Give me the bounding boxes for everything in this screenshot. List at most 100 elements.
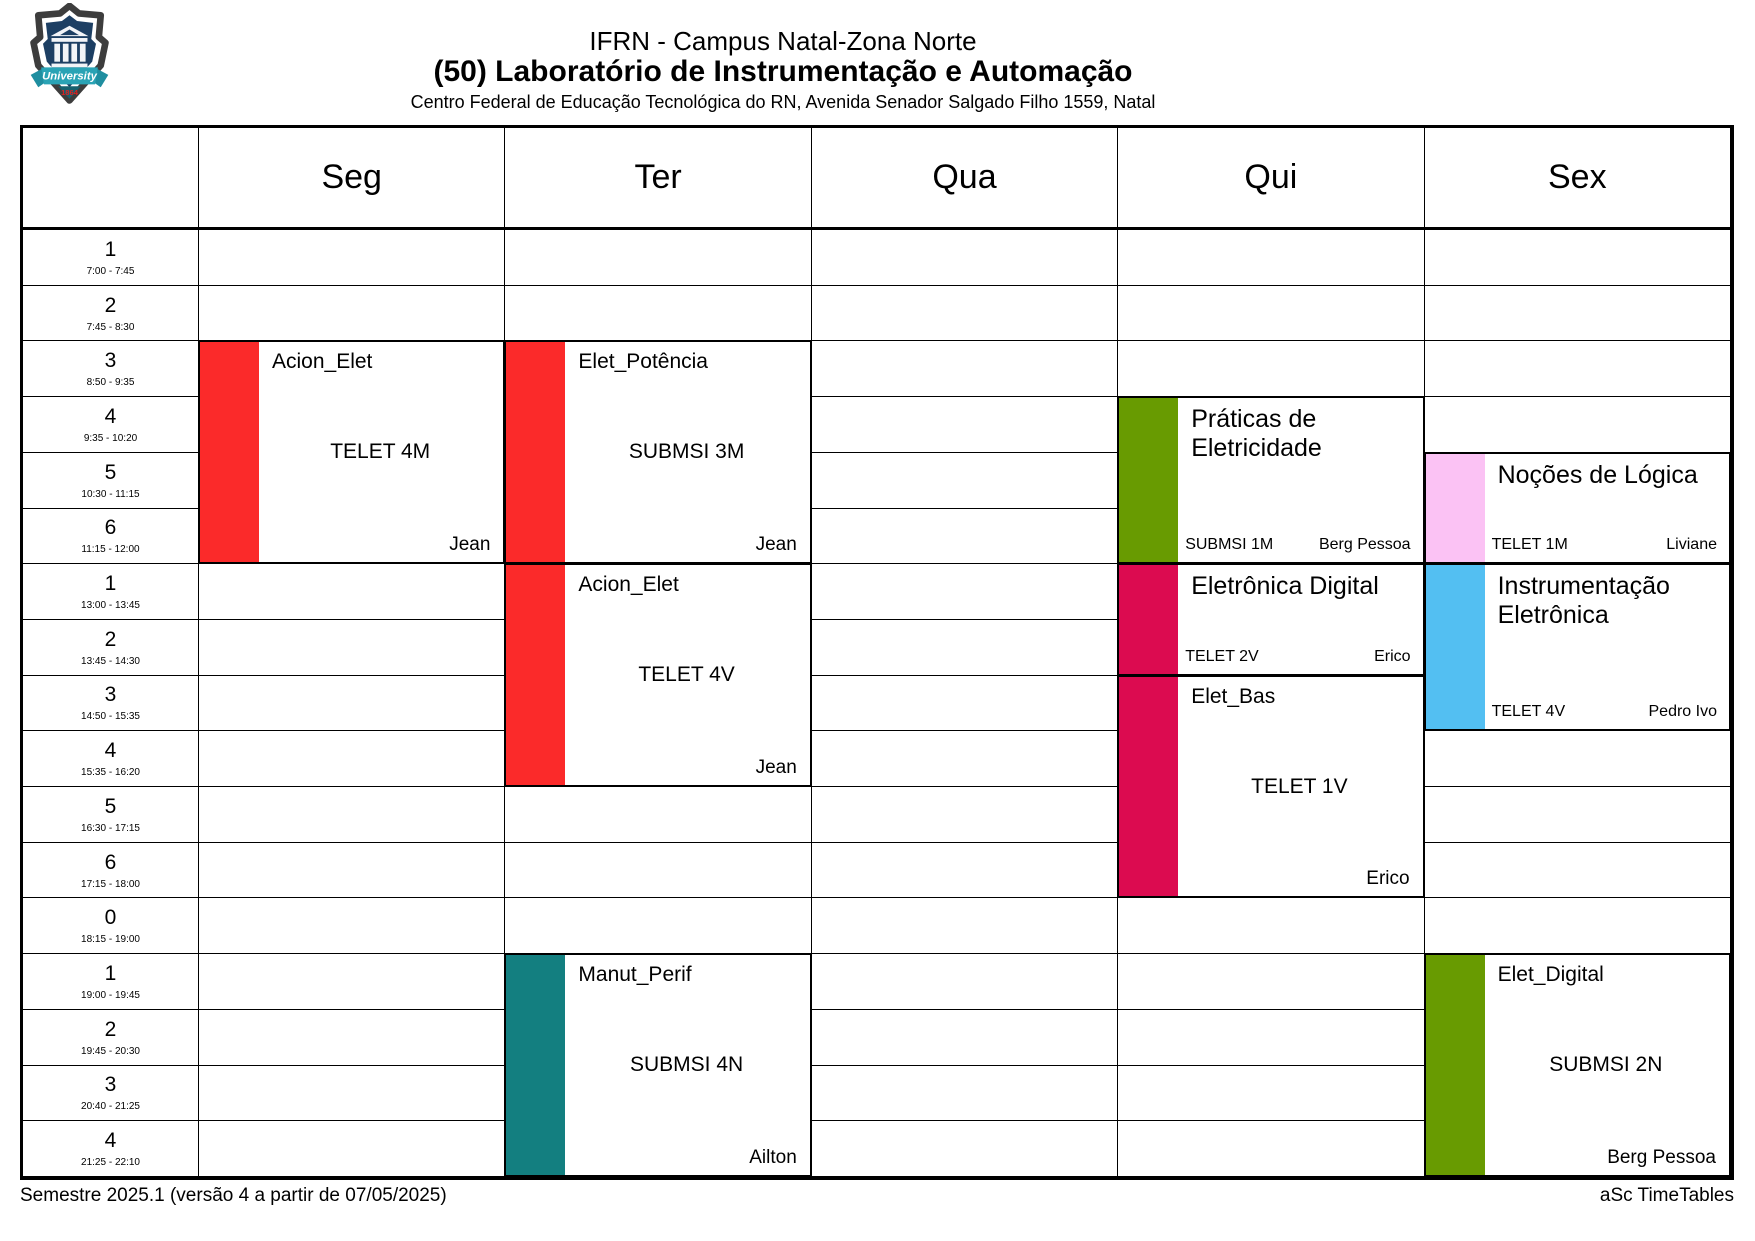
lesson-title: Eletrônica Digital <box>1191 572 1379 601</box>
timetable-cell <box>811 452 1119 509</box>
timetable-cell <box>1118 898 1425 955</box>
period-time-range: 13:45 - 14:30 <box>81 655 140 667</box>
timetable-cell <box>811 731 1119 788</box>
timetable-cell <box>199 285 506 342</box>
period-time-range: 21:25 - 22:10 <box>81 1157 140 1169</box>
timetable-cell <box>1424 787 1731 843</box>
period-number: 6 <box>104 516 117 540</box>
period-number: 1 <box>104 962 117 986</box>
lesson-block-eletr-nica-digital[interactable]: Eletrônica Digital TELET 2V Erico <box>1117 563 1425 676</box>
period-number: 2 <box>104 293 117 317</box>
ribbon-banner: University <box>30 67 109 88</box>
period-cell-16: 4 21:25 - 22:10 <box>23 1121 199 1177</box>
timetable-cell <box>1118 285 1425 342</box>
lesson-block-elet-digital[interactable]: Elet_Digital SUBMSI 2N Berg Pessoa <box>1423 953 1731 1177</box>
lesson-teacher-name: Jean <box>755 534 797 556</box>
subject-color-stripe <box>506 955 566 1175</box>
subject-color-stripe <box>1425 565 1485 730</box>
timetable-cell <box>199 1009 506 1066</box>
timetable-cell <box>199 619 506 676</box>
period-cell-10: 5 16:30 - 17:15 <box>23 787 199 843</box>
lesson-title: Instrumentação Eletrônica <box>1497 572 1670 629</box>
lesson-title: Elet_Digital <box>1497 963 1604 987</box>
subject-color-stripe <box>506 565 566 786</box>
timetable-grid: Seg Ter Qua Qui Sex 1 7:00 - 7:45 2 7:45 - 8:30 3… <box>20 125 1734 1180</box>
period-time-range: 8:50 - 9:35 <box>86 377 135 389</box>
timetable-cell <box>1118 341 1425 398</box>
timetable-cell <box>199 675 506 732</box>
timetable-cell <box>1424 898 1731 955</box>
timetable-cell <box>811 954 1119 1010</box>
lesson-block-acion-elet[interactable]: Acion_Elet TELET 4V Jean <box>504 563 812 788</box>
period-time-range: 9:35 - 10:20 <box>83 432 138 444</box>
timetable-cell <box>811 285 1119 342</box>
day-header-sex: Sex <box>1424 128 1731 230</box>
day-label: Qua <box>932 158 997 196</box>
lesson-teacher-name: Liviane <box>1666 536 1717 554</box>
period-cell-6: 1 13:00 - 13:45 <box>23 564 199 620</box>
lesson-teacher-name: Jean <box>449 534 491 556</box>
asc-timetables-label: aSc TimeTables <box>1599 1185 1734 1206</box>
lesson-block-elet-pot-ncia[interactable]: Elet_Potência SUBMSI 3M Jean <box>504 340 812 565</box>
timetable-cell <box>811 1009 1119 1066</box>
lesson-class-group: SUBMSI 4N <box>629 1053 744 1077</box>
period-time-range: 13:00 - 13:45 <box>81 600 140 612</box>
lesson-block-no-es-de-l-gica[interactable]: Noções de Lógica TELET 1M Liviane <box>1423 451 1731 565</box>
period-cell-2: 3 8:50 - 9:35 <box>23 341 199 398</box>
lesson-class-group: TELET 4V <box>638 663 735 687</box>
period-time-range: 20:40 - 21:25 <box>81 1101 140 1113</box>
period-time-range: 19:00 - 19:45 <box>81 990 140 1002</box>
lesson-title: Acion_Elet <box>578 573 679 597</box>
timetable-cell <box>811 675 1119 732</box>
lesson-block-manut-perif[interactable]: Manut_Perif SUBMSI 4N Ailton <box>504 953 812 1177</box>
lesson-teacher-name: Pedro Ivo <box>1648 703 1717 721</box>
lesson-class-group: TELET 4V <box>1491 703 1566 721</box>
timetable-cell <box>1118 1121 1425 1177</box>
period-cell-8: 3 14:50 - 15:35 <box>23 675 199 732</box>
day-label: Ter <box>634 158 682 196</box>
day-header-qua: Qua <box>811 128 1119 230</box>
period-cell-13: 1 19:00 - 19:45 <box>23 954 199 1010</box>
period-cell-0: 1 7:00 - 7:45 <box>23 230 199 286</box>
timetable-cell <box>1424 230 1731 286</box>
period-cell-4: 5 10:30 - 11:15 <box>23 452 199 509</box>
lesson-title: Elet_Bas <box>1191 684 1276 708</box>
logo-banner-text: University <box>42 71 98 83</box>
timetable-cell <box>505 842 812 899</box>
timetable-cell <box>811 787 1119 843</box>
timetable-cell <box>505 787 812 843</box>
timetable-cell <box>1118 1009 1425 1066</box>
subject-color-stripe <box>200 342 259 563</box>
lesson-block-acion-elet[interactable]: Acion_Elet TELET 4M Jean <box>198 340 506 565</box>
period-cell-1: 2 7:45 - 8:30 <box>23 285 199 342</box>
lesson-teacher-name: Erico <box>1366 868 1410 890</box>
timetable-cell <box>199 898 506 955</box>
timetable-cell <box>199 230 506 286</box>
address-subtitle: Centro Federal de Educação Tecnológica d… <box>410 92 1156 112</box>
timetable-cell <box>199 842 506 899</box>
period-number: 4 <box>104 404 117 428</box>
lesson-block-pr-ticas-de-eletricidade[interactable]: Práticas de Eletricidade SUBMSI 1M Berg Pe… <box>1117 396 1425 565</box>
timetable-cell <box>1118 230 1425 286</box>
period-number: 3 <box>104 683 117 707</box>
timetable-cell <box>811 898 1119 955</box>
lesson-title: Noções de Lógica <box>1497 460 1698 489</box>
lesson-block-instrumenta-o-eletr-nica[interactable]: Instrumentação Eletrônica TELET 4V Pedro I… <box>1423 563 1731 732</box>
lesson-teacher-name: Ailton <box>749 1146 797 1168</box>
timetable-cell <box>811 842 1119 899</box>
period-number: 1 <box>104 572 117 596</box>
timetable-cell <box>199 954 506 1010</box>
period-cell-3: 4 9:35 - 10:20 <box>23 397 199 453</box>
period-number: 4 <box>104 1129 117 1153</box>
lesson-block-elet-bas[interactable]: Elet_Bas TELET 1V Erico <box>1117 674 1425 899</box>
timetable-cell <box>1424 397 1731 453</box>
timetable-cell <box>811 564 1119 620</box>
lesson-title: Práticas de Eletricidade <box>1191 405 1322 462</box>
lesson-teacher-name: Jean <box>755 757 797 779</box>
timetable-cell <box>505 898 812 955</box>
period-number: 4 <box>104 739 117 763</box>
subject-color-stripe <box>506 342 566 563</box>
subject-color-stripe <box>1119 565 1179 674</box>
timetable-cell <box>199 731 506 788</box>
